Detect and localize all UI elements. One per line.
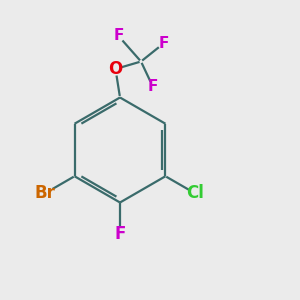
Text: F: F	[114, 225, 126, 243]
Text: F: F	[113, 28, 124, 44]
Text: Br: Br	[34, 184, 55, 202]
Text: O: O	[108, 60, 123, 78]
Text: F: F	[148, 80, 158, 94]
Text: Cl: Cl	[186, 184, 204, 202]
Text: F: F	[158, 36, 169, 51]
